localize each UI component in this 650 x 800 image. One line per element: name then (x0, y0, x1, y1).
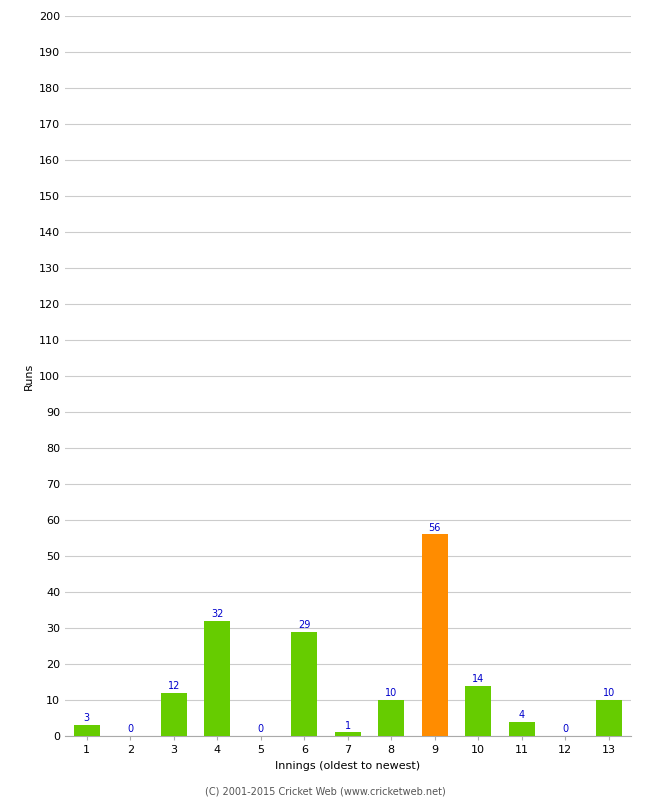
Bar (73, 726, 100, 736)
Text: 10: 10 (385, 688, 397, 698)
Bar (335, 733, 361, 736)
Bar (422, 534, 448, 736)
Text: 10: 10 (603, 688, 615, 698)
Bar (595, 700, 622, 736)
Bar (465, 686, 491, 736)
Bar (509, 722, 535, 736)
Text: 4: 4 (519, 710, 525, 720)
X-axis label: Innings (oldest to newest): Innings (oldest to newest) (275, 761, 421, 770)
Text: 1: 1 (344, 721, 351, 730)
Text: 32: 32 (211, 609, 224, 619)
Bar (204, 621, 230, 736)
Text: (C) 2001-2015 Cricket Web (www.cricketweb.net): (C) 2001-2015 Cricket Web (www.cricketwe… (205, 786, 445, 796)
Text: 12: 12 (168, 681, 180, 691)
Text: 0: 0 (257, 724, 264, 734)
Bar (161, 693, 187, 736)
Text: 0: 0 (127, 724, 133, 734)
Text: 29: 29 (298, 620, 311, 630)
Bar (378, 700, 404, 736)
Text: 14: 14 (472, 674, 484, 684)
Text: 56: 56 (428, 522, 441, 533)
Y-axis label: Runs: Runs (23, 362, 33, 390)
Text: 0: 0 (562, 724, 568, 734)
Bar (291, 632, 317, 736)
Text: 3: 3 (84, 714, 90, 723)
